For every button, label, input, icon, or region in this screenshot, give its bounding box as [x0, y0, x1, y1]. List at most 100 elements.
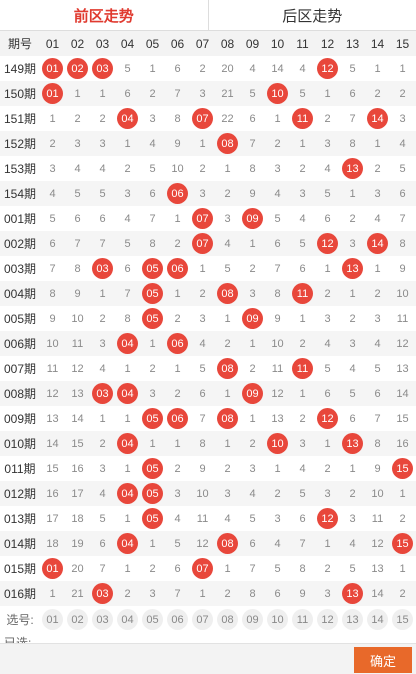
period-label: 149期: [0, 60, 40, 77]
omission-cell: 2: [340, 206, 365, 231]
tab-back-zone[interactable]: 后区走势: [209, 0, 416, 30]
column-header-13: 13: [340, 31, 365, 56]
drawn-ball-cell: 05: [140, 456, 165, 481]
omission-cell: 3: [340, 506, 365, 531]
drawn-ball: 03: [92, 383, 113, 404]
omission-cell: 2: [290, 331, 315, 356]
select-ball-05[interactable]: 05: [142, 609, 163, 630]
select-ball-12[interactable]: 12: [317, 609, 338, 630]
drawn-ball: 08: [217, 133, 238, 154]
omission-cell: 3: [90, 456, 115, 481]
period-label: 016期: [0, 585, 40, 602]
column-header-07: 07: [190, 31, 215, 56]
omission-cell: 4: [290, 456, 315, 481]
omission-cell: 17: [65, 481, 90, 506]
omission-cell: 4: [115, 206, 140, 231]
omission-cell: 6: [65, 206, 90, 231]
omission-cell: 1: [265, 106, 290, 131]
select-ball-01[interactable]: 01: [42, 609, 63, 630]
drawn-ball: 04: [117, 433, 138, 454]
omission-cell: 6: [140, 181, 165, 206]
omission-cell: 5: [165, 531, 190, 556]
select-ball-07[interactable]: 07: [192, 609, 213, 630]
omission-cell: 3: [315, 306, 340, 331]
omission-cell: 7: [340, 106, 365, 131]
omission-cell: 2: [365, 81, 390, 106]
omission-cell: 8: [40, 281, 65, 306]
omission-cell: 1: [115, 356, 140, 381]
drawn-ball: 14: [367, 108, 388, 129]
drawn-ball: 12: [317, 508, 338, 529]
omission-cell: 1: [365, 56, 390, 81]
omission-cell: 4: [90, 481, 115, 506]
column-header-09: 09: [240, 31, 265, 56]
drawn-ball-cell: 01: [40, 81, 65, 106]
omission-cell: 13: [65, 381, 90, 406]
tab-front-zone[interactable]: 前区走势: [0, 0, 209, 30]
omission-cell: 1: [165, 206, 190, 231]
omission-cell: 3: [190, 306, 215, 331]
drawn-ball-cell: 06: [165, 406, 190, 431]
drawn-ball: 11: [292, 358, 313, 379]
omission-cell: 1: [215, 306, 240, 331]
omission-cell: 9: [165, 131, 190, 156]
omission-cell: 5: [315, 181, 340, 206]
confirm-button[interactable]: 确定: [354, 647, 412, 673]
omission-cell: 8: [265, 281, 290, 306]
period-label: 004期: [0, 285, 40, 302]
omission-cell: 5: [290, 481, 315, 506]
omission-cell: 2: [365, 156, 390, 181]
omission-cell: 16: [40, 481, 65, 506]
omission-cell: 8: [190, 431, 215, 456]
select-ball-04[interactable]: 04: [117, 609, 138, 630]
drawn-ball-cell: 04: [115, 481, 140, 506]
omission-cell: 4: [165, 506, 190, 531]
select-ball-08[interactable]: 08: [217, 609, 238, 630]
drawn-ball: 08: [217, 408, 238, 429]
omission-cell: 3: [265, 506, 290, 531]
omission-cell: 10: [40, 331, 65, 356]
select-ball-02[interactable]: 02: [67, 609, 88, 630]
omission-cell: 6: [315, 206, 340, 231]
omission-cell: 4: [40, 181, 65, 206]
select-ball-03[interactable]: 03: [92, 609, 113, 630]
select-ball-11[interactable]: 11: [292, 609, 313, 630]
omission-cell: 1: [115, 406, 140, 431]
omission-cell: 6: [265, 581, 290, 606]
omission-cell: 12: [265, 381, 290, 406]
omission-cell: 6: [390, 181, 415, 206]
omission-cell: 5: [65, 181, 90, 206]
drawn-ball-cell: 06: [165, 331, 190, 356]
drawn-ball-cell: 03: [90, 381, 115, 406]
drawn-ball-cell: 09: [240, 306, 265, 331]
omission-cell: 5: [140, 156, 165, 181]
select-ball-10[interactable]: 10: [267, 609, 288, 630]
drawn-ball: 05: [142, 458, 163, 479]
drawn-ball-cell: 14: [365, 106, 390, 131]
omission-cell: 2: [215, 581, 240, 606]
period-label: 006期: [0, 335, 40, 352]
drawn-ball: 04: [117, 483, 138, 504]
omission-cell: 3: [265, 156, 290, 181]
omission-cell: 13: [40, 406, 65, 431]
omission-cell: 6: [165, 556, 190, 581]
omission-cell: 2: [40, 131, 65, 156]
omission-cell: 3: [240, 456, 265, 481]
select-ball-09[interactable]: 09: [242, 609, 263, 630]
column-header-02: 02: [65, 31, 90, 56]
omission-cell: 1: [140, 431, 165, 456]
omission-cell: 10: [190, 481, 215, 506]
select-ball-06[interactable]: 06: [167, 609, 188, 630]
omission-cell: 3: [365, 181, 390, 206]
period-label: 005期: [0, 310, 40, 327]
select-ball-13[interactable]: 13: [342, 609, 363, 630]
select-ball-15[interactable]: 15: [392, 609, 413, 630]
omission-cell: 3: [165, 481, 190, 506]
drawn-ball: 13: [342, 158, 363, 179]
select-ball-14[interactable]: 14: [367, 609, 388, 630]
omission-cell: 11: [265, 356, 290, 381]
